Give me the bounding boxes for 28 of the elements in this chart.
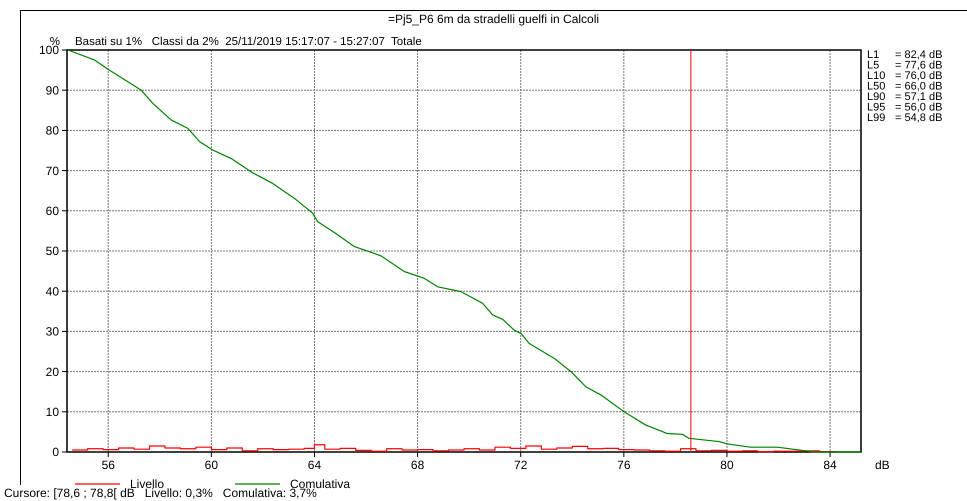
y-tick-label: 50 <box>46 244 60 258</box>
y-tick-label: 70 <box>46 164 60 178</box>
y-tick-label: 60 <box>46 204 60 218</box>
text: L50 = 66,0 dB <box>867 80 942 92</box>
x-tick-label: 56 <box>102 458 116 472</box>
text: L95 = 56,0 dB <box>867 102 942 114</box>
y-tick-label: 40 <box>46 284 60 298</box>
text: L1 = 82,4 dB <box>867 49 942 61</box>
x-tick-label: 76 <box>617 458 631 472</box>
y-tick-label: 0 <box>52 445 60 460</box>
y-tick-label: 20 <box>46 364 60 379</box>
x-tick-label: 68 <box>410 458 425 472</box>
y-tick-label: 80 <box>46 124 60 138</box>
chart-title: =Pj5_P6 6m da stradelli guelfi in Calcoli <box>388 12 600 26</box>
chart-subtitle: Basati su 1% Classi da 2% 25/11/2019 15:17:07 - 15:27:07 Totale <box>75 36 422 48</box>
x-tick-label: 84 <box>823 458 838 472</box>
y-tick-label: 10 <box>46 405 60 419</box>
y-tick-label: 90 <box>46 83 60 98</box>
x-tick-label: 64 <box>308 458 322 472</box>
text: L99 = 54,8 dB <box>867 112 942 124</box>
x-tick-label: 72 <box>514 458 528 472</box>
text: L5 = 77,6 dB <box>867 60 942 72</box>
x-axis-title: dB <box>875 458 890 472</box>
text: L10 = 76,0 dB <box>867 70 942 82</box>
x-tick-label: 80 <box>720 458 734 472</box>
x-tick-label: 60 <box>204 458 218 472</box>
text: L90 = 57,1 dB <box>867 91 942 103</box>
y-tick-label: 30 <box>46 324 60 339</box>
